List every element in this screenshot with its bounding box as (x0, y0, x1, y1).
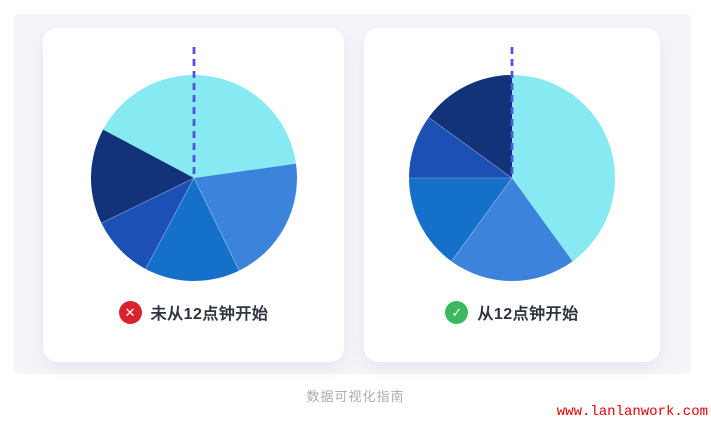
pie-slice (409, 178, 512, 262)
slice-separator (144, 177, 194, 270)
check-icon: ✓ (445, 300, 469, 324)
chart-label: 从12点钟开始 (477, 306, 579, 323)
slice-separator (193, 177, 240, 271)
chart-label: 未从12点钟开始 (150, 306, 269, 323)
slice-separator (428, 117, 513, 179)
watermark-url: www.lanlanwork.com (556, 404, 708, 420)
pie-chart-not-from-12 (90, 47, 297, 282)
pie-slice (100, 178, 194, 269)
pie-slice (102, 74, 296, 178)
pie-slice (428, 75, 512, 178)
pie-slice (409, 117, 512, 178)
pie-slice (145, 178, 239, 282)
pie-slice (451, 178, 573, 281)
chart-label-row: ✕ 未从12点钟开始 (118, 300, 269, 324)
pie-slice (90, 129, 194, 224)
page-caption: 数据可视化指南 (306, 389, 405, 404)
slice-separator (451, 177, 513, 262)
slice-separator (100, 177, 194, 224)
pie-chart-from-12 (409, 47, 615, 281)
chart-label-row: ✓ 从12点钟开始 (445, 300, 578, 324)
cross-icon: ✕ (118, 300, 142, 324)
pie-slice (512, 75, 615, 262)
card-correct-example: ✓ 从12点钟开始 (364, 28, 660, 362)
pie-slice (193, 163, 297, 271)
card-wrong-example: ✕ 未从12点钟开始 (43, 28, 344, 362)
